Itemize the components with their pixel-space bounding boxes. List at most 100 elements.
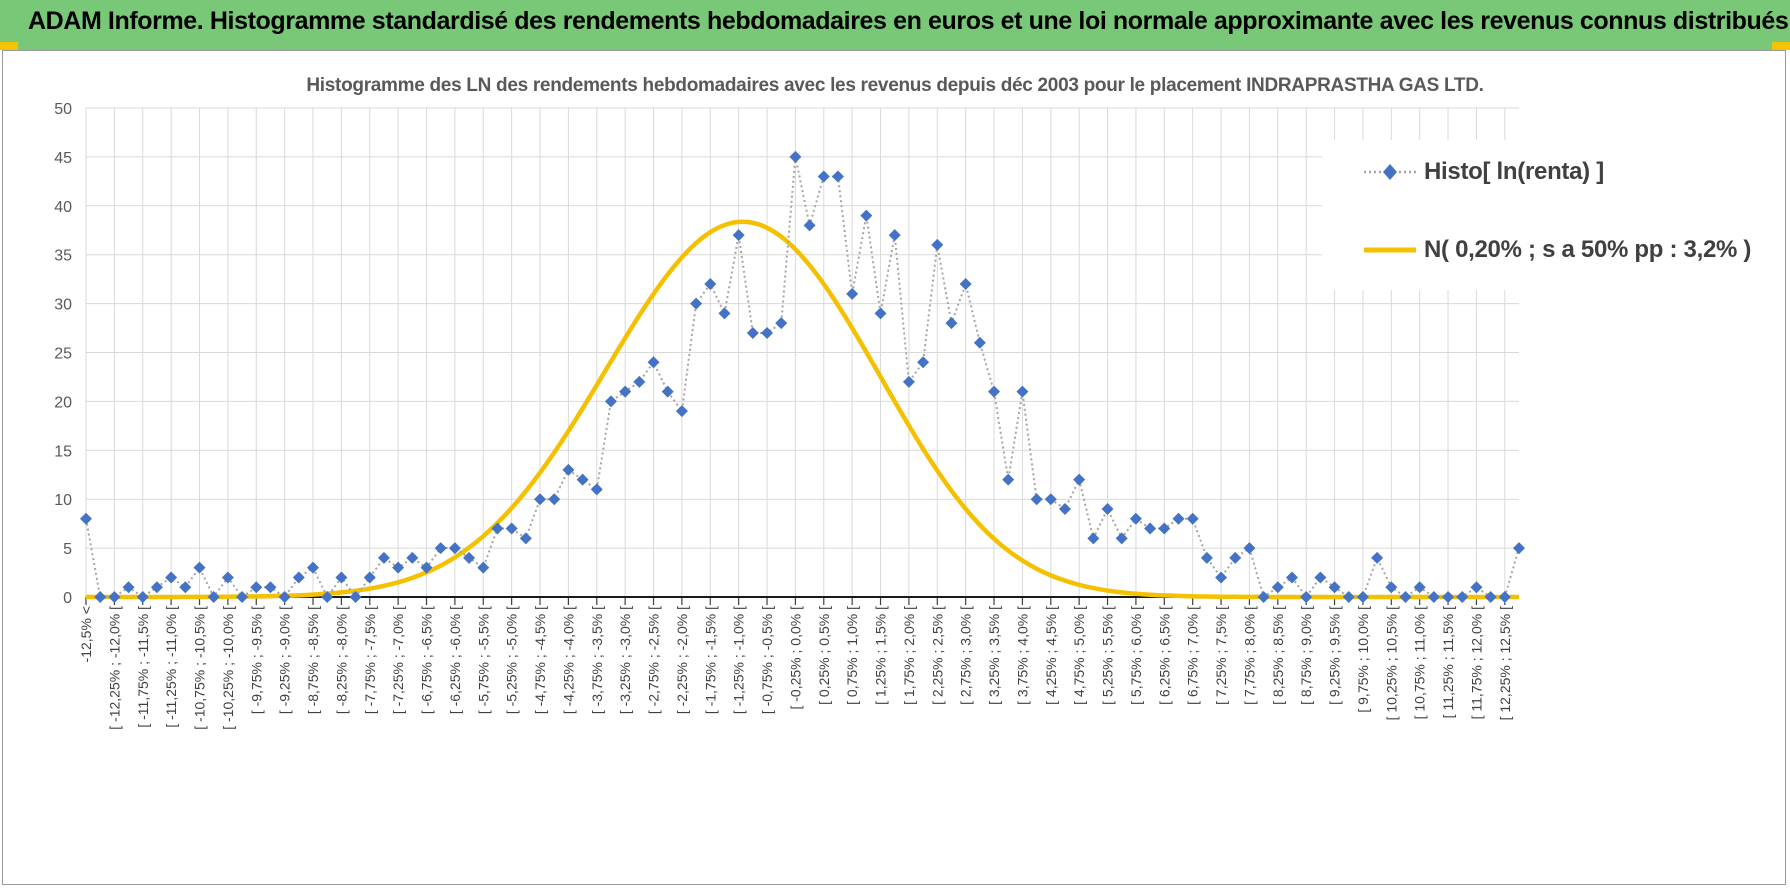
x-tick-label: [ 2,75% ; 3,0% [ [958,606,974,705]
histogram-point [335,571,348,584]
histogram-point [349,591,362,603]
x-tick-label: [ 5,25% ; 5,5% [ [1100,606,1116,705]
histogram-point [278,591,291,603]
histogram-point [122,581,135,594]
x-tick-label: [ -3,25% ; -3,0% [ [617,606,633,714]
x-tick-label: [ -3,75% ; -3,5% [ [589,606,605,714]
histogram-point [1087,532,1100,545]
x-tick-label: [ -8,75% ; -8,5% [ [305,606,321,714]
y-tick-label: 40 [54,199,72,216]
x-tick-label: [ 9,25% ; 9,5% [ [1327,606,1343,705]
legend-swatch-normal [1364,247,1416,253]
x-tick-label: [ 0,25% ; 0,5% [ [816,606,832,705]
x-tick-label: [ 5,75% ; 6,0% [ [1128,606,1144,705]
x-tick-label: [ -7,75% ; -7,5% [ [362,606,378,714]
histogram-point [775,317,788,330]
legend-label-histogram: Histo[ ln(renta) ] [1424,158,1604,185]
histogram-point [1371,551,1384,564]
histogram-point [1172,512,1185,525]
histogram-point [108,591,121,603]
histogram-point [292,571,305,584]
histogram-point [307,561,320,574]
histogram-point [136,591,149,603]
histogram-point [732,229,745,242]
histogram-point [406,551,419,564]
histogram-point [377,551,390,564]
x-tick-label: [ 10,75% ; 11,0% [ [1412,606,1428,719]
histogram-point [477,561,490,574]
x-tick-label: [ 6,25% ; 6,5% [ [1156,606,1172,705]
histogram-point [1101,502,1114,515]
histogram-point [1200,551,1213,564]
histogram-point [945,317,958,330]
x-tick-label: [ -11,75% ; -11,5% [ [135,606,151,728]
histogram-point [973,336,986,349]
histogram-point [874,307,887,320]
histogram-point [1271,581,1284,594]
histogram-point [888,229,901,242]
histogram-point [1215,571,1228,584]
normal-curve-line [85,219,1519,600]
x-tick-label: [ 4,25% ; 4,5% [ [1043,606,1059,705]
legend: Histo[ ln(renta) ] N( 0,20% ; s a 50% pp… [1322,140,1751,290]
histogram-point [831,170,844,183]
x-tick-label: [ -0,25% ; 0,0% [ [787,606,803,710]
histogram-point [94,591,107,603]
histogram-point [846,287,859,300]
x-tick-label: [ 4,75% ; 5,0% [ [1071,606,1087,705]
histogram-point [321,591,334,603]
histogram-point [1129,512,1142,525]
x-tick-label: [ -2,25% ; -2,0% [ [674,606,690,714]
histogram-point [690,297,703,310]
histogram-point [959,278,972,291]
normal-curve-series [85,219,1519,600]
x-tick-label: [ -12,25% ; -12,0% [ [106,606,122,730]
x-tick-label: [ 6,75% ; 7,0% [ [1185,606,1201,705]
histogram-point [1427,591,1440,603]
histogram-point [1058,502,1071,515]
histogram-point [1300,591,1313,603]
x-tick-label: [ -1,25% ; -1,0% [ [731,606,747,714]
histogram-point [1285,571,1298,584]
histogram-point [420,561,433,574]
x-tick-label: [ -4,25% ; -4,0% [ [560,606,576,714]
report-banner: ADAM Informe. Histogramme standardisé de… [0,0,1790,50]
histogram-point [761,326,774,339]
histogram-point [1030,493,1043,506]
histogram-point [704,278,717,291]
histogram-point [1385,581,1398,594]
histogram-point [221,571,234,584]
histogram-point [1456,591,1469,603]
corner-accent-right [1772,42,1790,50]
histogram-point [860,209,873,222]
legend-item-normal: N( 0,20% ; s a 50% pp : 3,2% ) [1362,230,1751,270]
report-title: ADAM Informe. Histogramme standardisé de… [28,7,1789,35]
x-tick-label: [ -5,75% ; -5,5% [ [475,606,491,714]
histogram-point [80,512,92,525]
histogram-point [1484,591,1497,603]
histogram-point [519,532,532,545]
x-tick-label: [ -6,25% ; -6,0% [ [447,606,463,714]
histogram-point [548,493,561,506]
x-tick-label: [ 3,25% ; 3,5% [ [986,606,1002,705]
histogram-point [562,463,575,476]
x-tick-label: [ 7,75% ; 8,0% [ [1241,606,1257,705]
y-tick-label: 30 [54,297,72,314]
histogram-point [505,522,518,535]
x-tick-label: [ 9,75% ; 10,0% [ [1355,606,1371,713]
histogram-point [931,238,944,251]
x-tick-label: [ -11,25% ; -11,0% [ [163,606,179,728]
histogram-point [647,356,660,369]
histogram-point [1399,591,1412,603]
y-tick-label: 0 [63,590,72,607]
histogram-point [1044,493,1057,506]
histogram-point [661,385,674,398]
histogram-point [917,356,930,369]
histogram-point [1442,591,1455,603]
histogram-point [236,591,249,603]
legend-label-normal: N( 0,20% ; s a 50% pp : 3,2% ) [1424,236,1752,263]
y-tick-label: 10 [54,492,72,509]
x-tick-label: [ 12,25% ; 12,5% [ [1497,606,1513,721]
histogram-point [363,571,376,584]
x-tick-label: [ 8,75% ; 9,0% [ [1298,606,1314,705]
